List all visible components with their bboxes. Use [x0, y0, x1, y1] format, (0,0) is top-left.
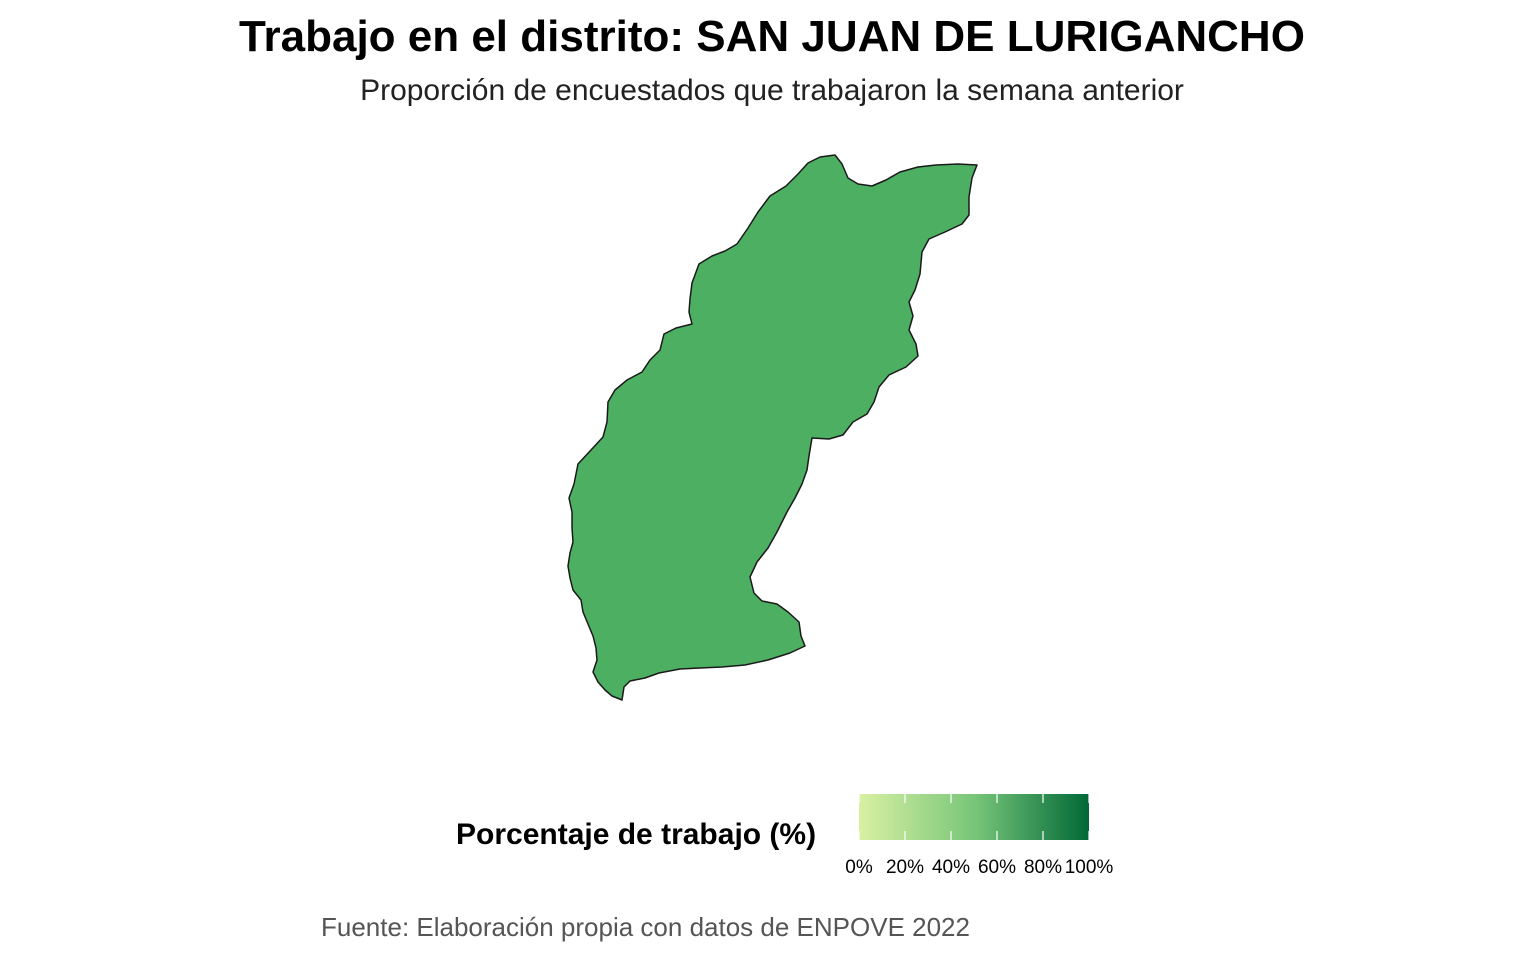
- legend-colorbar: [859, 794, 1089, 840]
- map-title: Trabajo en el distrito: SAN JUAN DE LURI…: [239, 12, 1305, 61]
- legend-gradient-rect: [859, 794, 1089, 840]
- source-caption: Fuente: Elaboración propia con datos de …: [321, 912, 970, 942]
- district-shape-san-juan-de-lurigancho: [567, 154, 978, 701]
- map-subtitle: Proporción de encuestados que trabajaron…: [360, 74, 1184, 107]
- legend-tick-label-0: 0%: [845, 857, 873, 878]
- legend-title: Porcentaje de trabajo (%): [456, 818, 817, 851]
- legend-tick-label-60: 60%: [977, 857, 1017, 878]
- legend-tick-marks: [859, 794, 1089, 840]
- legend-tick-label-20: 20%: [885, 857, 925, 878]
- legend-tick-label-80: 80%: [1023, 857, 1063, 878]
- legend-tick-label-40: 40%: [931, 857, 971, 878]
- legend-tick-label-100: 100%: [1064, 857, 1114, 878]
